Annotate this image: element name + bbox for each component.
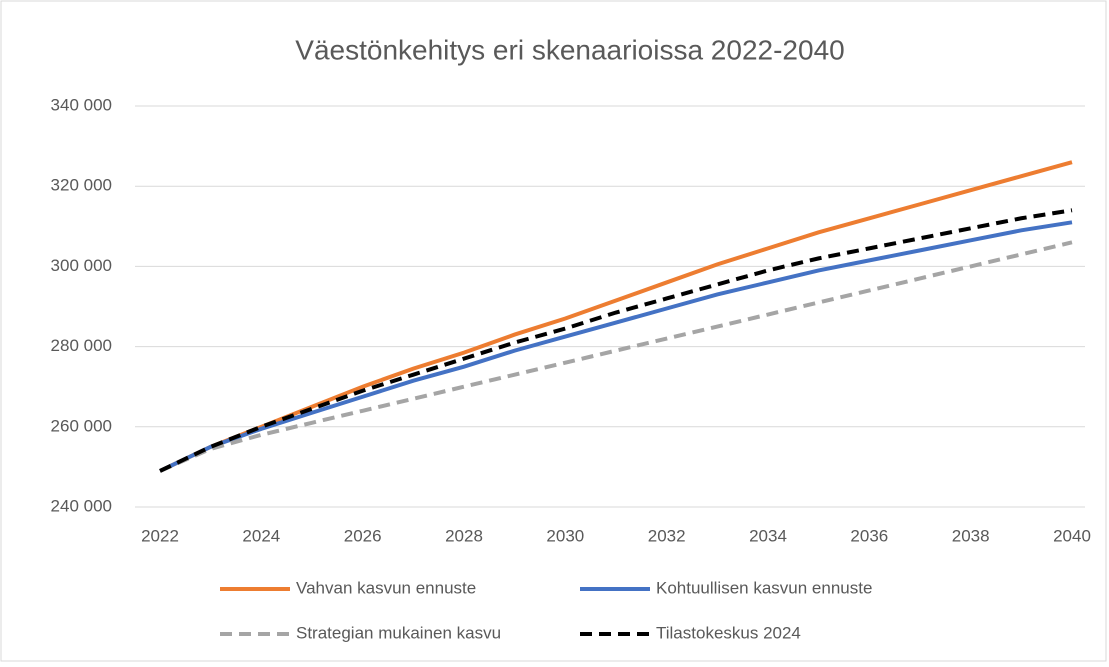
x-tick-label: 2030 — [546, 526, 584, 545]
y-tick-label: 340 000 — [51, 95, 112, 114]
y-tick-label: 260 000 — [51, 416, 112, 435]
legend-label: Strategian mukainen kasvu — [296, 623, 501, 642]
legend-label: Kohtuullisen kasvun ennuste — [656, 578, 872, 597]
chart-title: Väestönkehitys eri skenaarioissa 2022-20… — [295, 34, 844, 65]
x-tick-label: 2026 — [344, 526, 382, 545]
x-tick-label: 2040 — [1053, 526, 1091, 545]
y-tick-label: 240 000 — [51, 496, 112, 515]
x-tick-label: 2036 — [850, 526, 888, 545]
series-line — [159, 160, 1073, 473]
x-tick-label: 2022 — [141, 526, 179, 545]
series-line — [159, 240, 1073, 473]
x-tick-label: 2034 — [749, 526, 787, 545]
x-tick-label: 2024 — [242, 526, 280, 545]
series-line — [159, 208, 1073, 473]
y-tick-label: 320 000 — [51, 176, 112, 195]
y-tick-label: 280 000 — [51, 336, 112, 355]
series-line — [159, 220, 1073, 473]
legend-label: Vahvan kasvun ennuste — [296, 578, 476, 597]
x-tick-label: 2038 — [952, 526, 990, 545]
y-tick-label: 300 000 — [51, 256, 112, 275]
x-tick-label: 2032 — [648, 526, 686, 545]
x-tick-label: 2028 — [445, 526, 483, 545]
legend-label: Tilastokeskus 2024 — [656, 623, 801, 642]
